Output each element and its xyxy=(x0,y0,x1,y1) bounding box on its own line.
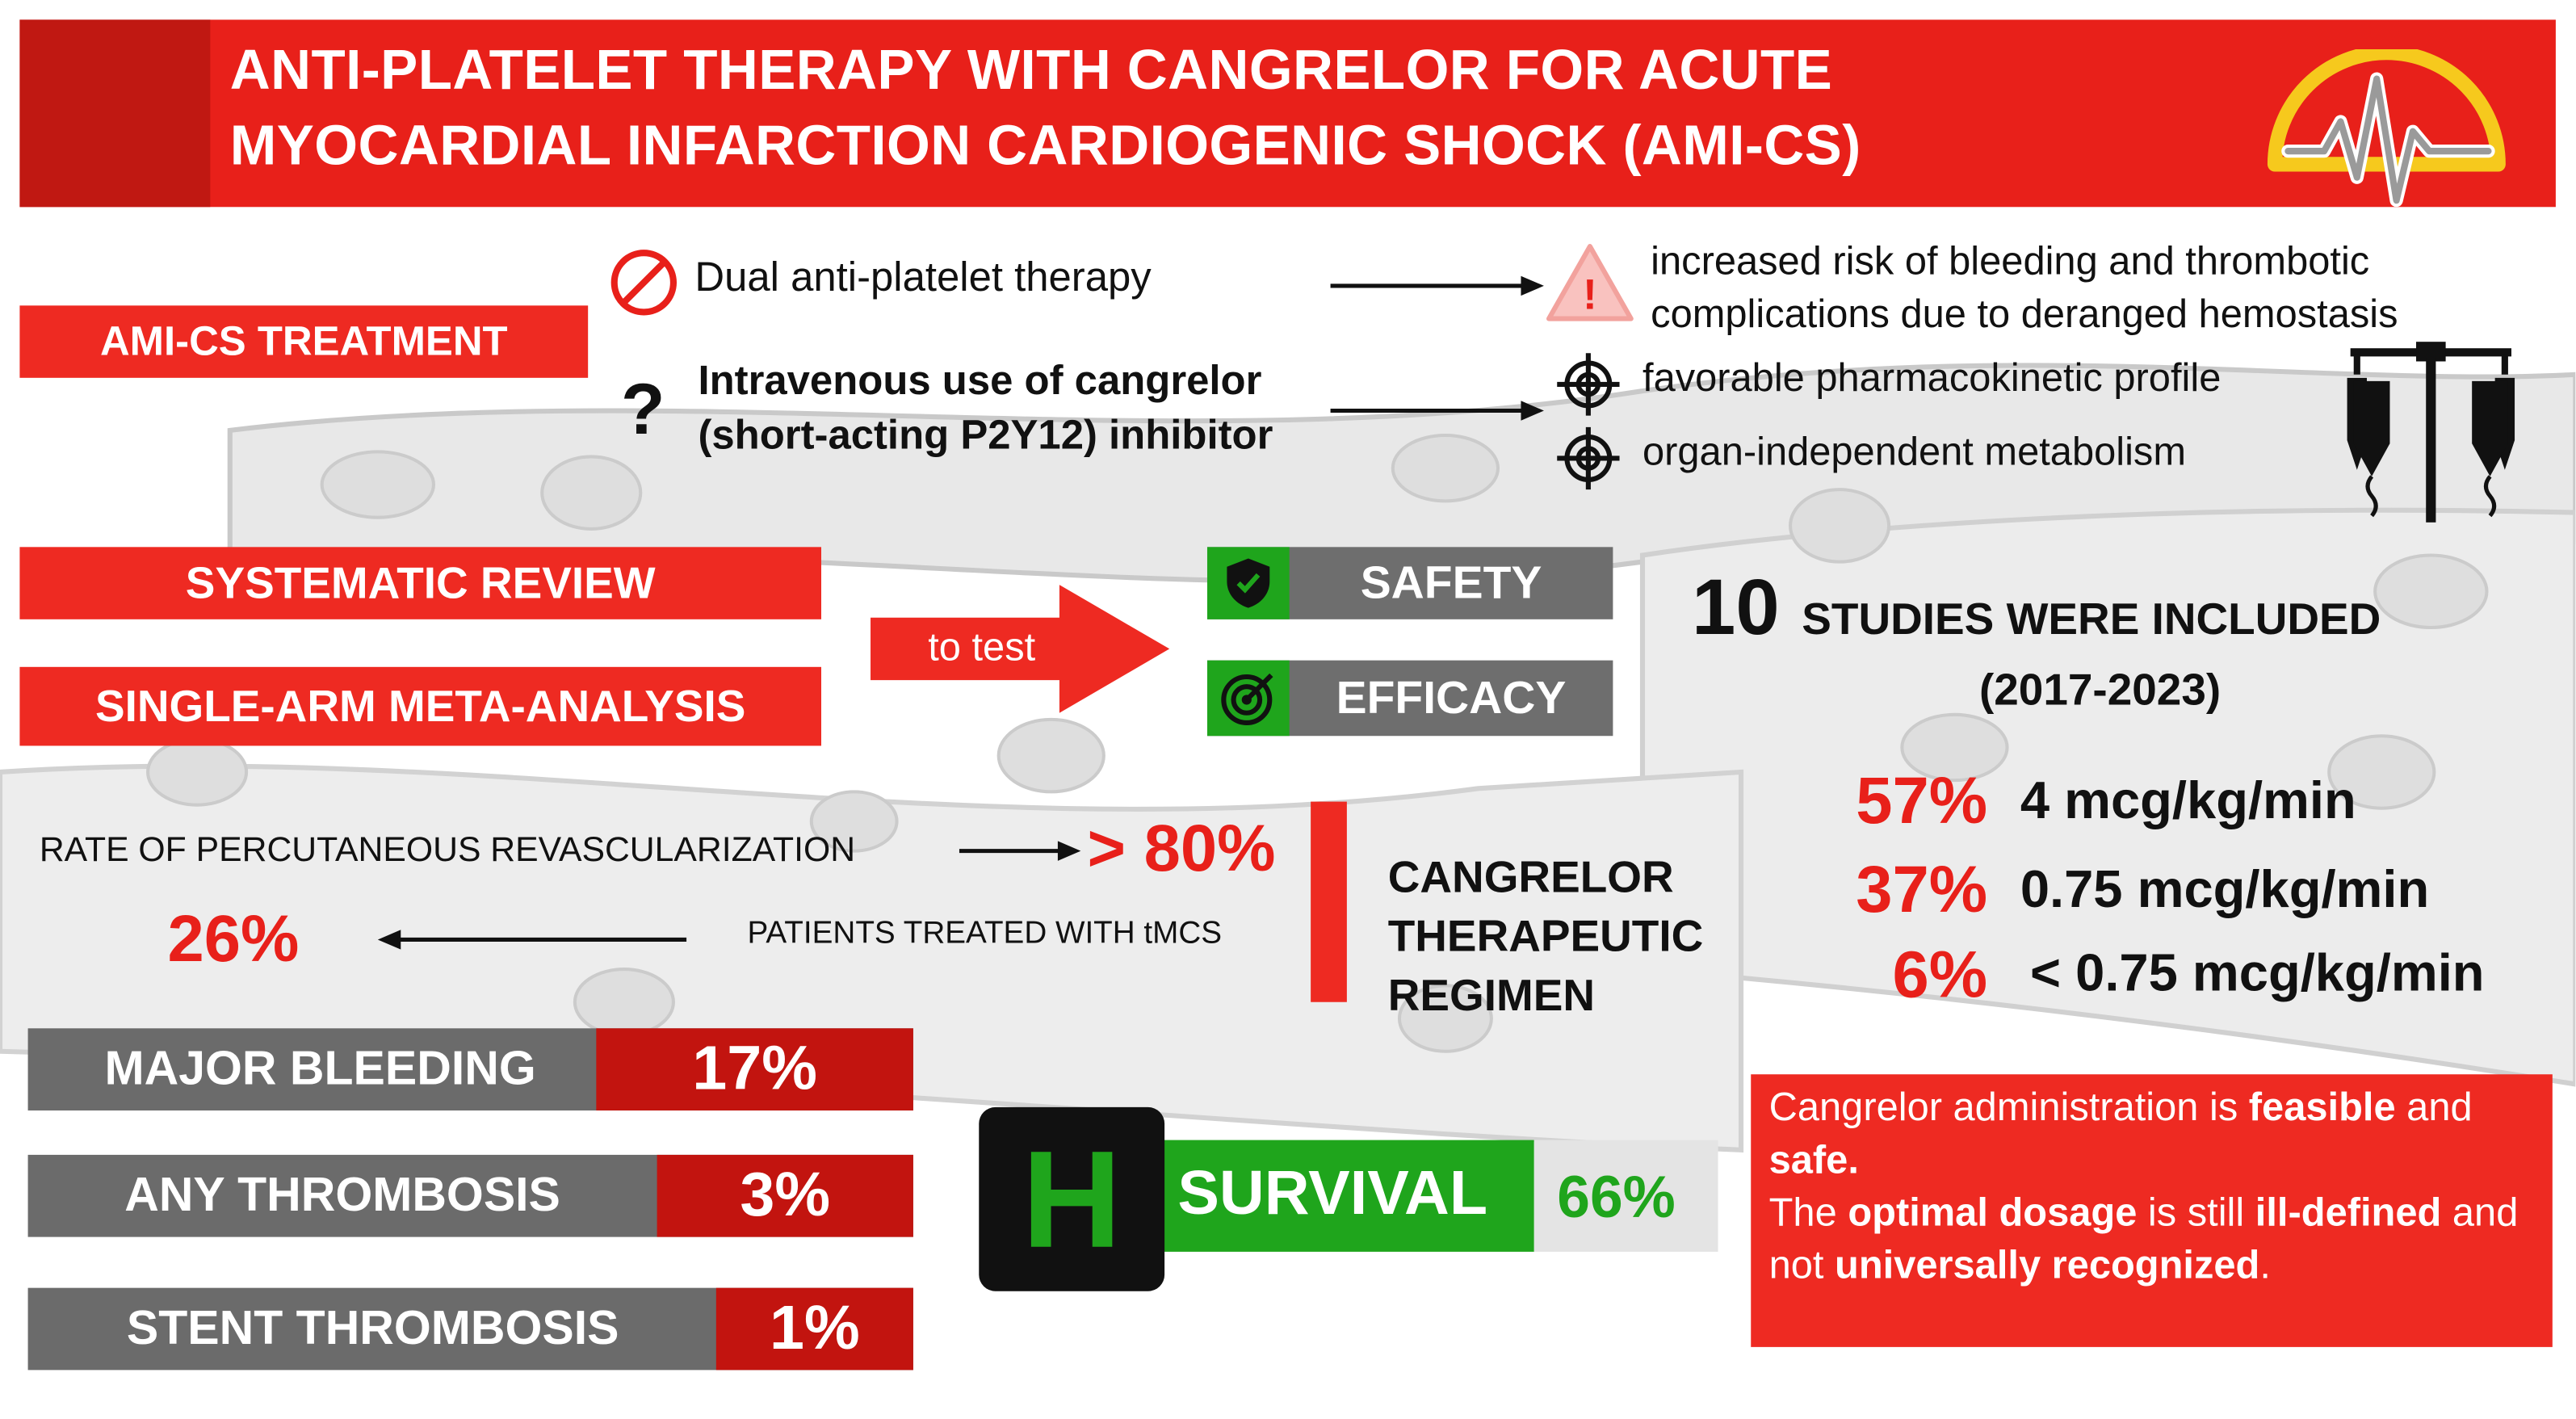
studies-text: STUDIES WERE INCLUDED xyxy=(1802,594,2381,644)
revasc-label: RATE OF PERCUTANEOUS REVASCULARIZATION xyxy=(39,831,856,869)
arrow-right-icon xyxy=(959,841,1081,861)
conclusion-line-2: The optimal dosage is still ill-defined … xyxy=(1769,1188,2553,1293)
conclusion-text: is still xyxy=(2137,1190,2255,1236)
svg-text:!: ! xyxy=(1583,271,1597,318)
dose-value: < 0.75 mcg/kg/min xyxy=(2030,943,2485,1002)
studies-years: (2017-2023) xyxy=(1978,665,2221,715)
conclusion-text: and not xyxy=(1768,1190,2519,1288)
benefit-pharmacokinetic: favorable pharmacokinetic profile xyxy=(1642,356,2221,401)
arrow-right-icon xyxy=(1330,401,1544,421)
arrow-right-icon xyxy=(1330,275,1544,296)
regimen-title-line-2: THERAPEUTIC xyxy=(1387,911,1704,961)
question-mark-icon: ? xyxy=(620,369,665,451)
title-banner-accent xyxy=(19,19,211,208)
efficacy-box: EFFICACY xyxy=(1206,660,1613,737)
outcome-stent-thrombosis: STENT THROMBOSIS 1% xyxy=(27,1287,913,1371)
dose-value: 4 mcg/kg/min xyxy=(2020,770,2356,830)
conclusion-text: and xyxy=(2395,1085,2473,1131)
conclusion-text: . xyxy=(2259,1243,2271,1288)
target-arrow-icon xyxy=(1221,673,1273,726)
survival-value: 66% xyxy=(1557,1163,1676,1231)
revasc-value: > 80% xyxy=(1087,812,1276,886)
survival-value-bg xyxy=(1533,1140,1718,1252)
heart-monitor-logo-icon xyxy=(2267,49,2506,208)
iv-cangrelor-text: Intravenous use of cangrelor (short-acti… xyxy=(698,355,1273,463)
shield-check-icon xyxy=(1227,558,1270,608)
target-icon xyxy=(1557,353,1620,416)
tmcs-value: 26% xyxy=(167,903,300,976)
conclusion-text: The xyxy=(1768,1190,1848,1236)
outcome-label: STENT THROMBOSIS xyxy=(126,1301,619,1355)
conclusion-line-1: Cangrelor administration is feasible and… xyxy=(1769,1082,2553,1187)
title-banner xyxy=(19,19,2556,208)
safety-box: SAFETY xyxy=(1206,547,1613,619)
studies-count: 10 xyxy=(1692,565,1780,653)
conclusion-emphasis: safe. xyxy=(1768,1138,1859,1183)
outcome-label: MAJOR BLEEDING xyxy=(104,1042,536,1095)
outcome-major-bleeding: MAJOR BLEEDING 17% xyxy=(27,1028,913,1110)
dapt-risk-line-1: increased risk of bleeding and thromboti… xyxy=(1651,239,2370,284)
hospital-letter: H xyxy=(1022,1122,1122,1277)
hospital-icon: H xyxy=(979,1106,1165,1291)
survival-bar xyxy=(1133,1140,1534,1252)
warning-icon: ! xyxy=(1546,244,1634,321)
title-line-1: ANTI-PLATELET THERAPY WITH CANGRELOR FOR… xyxy=(229,39,1833,103)
conclusion-emphasis: ill-defined xyxy=(2255,1190,2442,1236)
outcome-label: ANY THROMBOSIS xyxy=(124,1169,560,1222)
prohibited-icon xyxy=(610,250,678,316)
outcome-value: 3% xyxy=(657,1154,913,1237)
efficacy-label: EFFICACY xyxy=(1336,671,1567,723)
conclusion-box: Cangrelor administration is feasible and… xyxy=(1751,1074,2553,1347)
dapt-text: Dual anti-platelet therapy xyxy=(694,254,1152,301)
dose-pct: 57% xyxy=(1856,765,1988,838)
target-icon xyxy=(1557,426,1620,490)
to-test-label: to test xyxy=(928,625,1036,670)
survival-label: SURVIVAL xyxy=(1177,1160,1488,1229)
systematic-review-label: SYSTEMATIC REVIEW xyxy=(19,547,821,619)
dose-pct: 37% xyxy=(1856,854,1988,927)
outcome-any-thrombosis: ANY THROMBOSIS 3% xyxy=(27,1154,913,1237)
arrow-left-icon xyxy=(377,930,687,950)
title-line-2: MYOCARDIAL INFARCTION CARDIOGENIC SHOCK … xyxy=(229,115,1861,178)
regimen-title-line-1: CANGRELOR xyxy=(1387,852,1674,902)
outcome-value: 1% xyxy=(715,1287,913,1371)
to-test-arrow-icon xyxy=(871,585,1170,713)
safety-label: SAFETY xyxy=(1360,556,1542,608)
conclusion-emphasis: optimal dosage xyxy=(1848,1190,2138,1236)
iv-drip-icon xyxy=(2347,342,2515,523)
regimen-title-line-3: REGIMEN xyxy=(1387,971,1596,1021)
dose-pct: 6% xyxy=(1892,939,1988,1012)
regimen-divider xyxy=(1311,801,1347,1002)
ami-cs-treatment-label: AMI-CS TREATMENT xyxy=(19,305,589,378)
iv-cangrelor-line-1: Intravenous use of cangrelor xyxy=(698,358,1262,405)
outcome-value: 17% xyxy=(596,1028,913,1110)
regimen-title: CANGRELOR THERAPEUTIC REGIMEN xyxy=(1388,848,1704,1026)
conclusion-emphasis: feasible xyxy=(2248,1085,2396,1131)
benefit-metabolism: organ-independent metabolism xyxy=(1642,430,2187,475)
tmcs-label: PATIENTS TREATED WITH tMCS xyxy=(747,916,1223,951)
meta-analysis-label: SINGLE-ARM META-ANALYSIS xyxy=(19,666,821,746)
dapt-risk-text: increased risk of bleeding and thromboti… xyxy=(1651,237,2398,342)
conclusion-text: Cangrelor administration is xyxy=(1768,1085,2249,1131)
dapt-risk-line-2: complications due to deranged hemostasis xyxy=(1651,292,2398,337)
iv-cangrelor-line-2: (short-acting P2Y12) inhibitor xyxy=(698,412,1273,459)
conclusion-emphasis: universally recognized xyxy=(1835,1243,2260,1288)
dose-value: 0.75 mcg/kg/min xyxy=(2020,859,2430,919)
page-title: ANTI-PLATELET THERAPY WITH CANGRELOR FOR… xyxy=(230,33,2234,184)
